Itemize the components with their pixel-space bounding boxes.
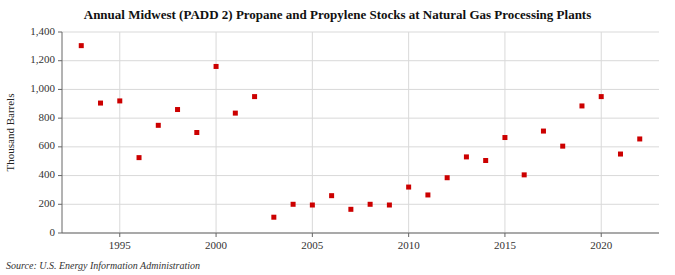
point xyxy=(368,202,373,207)
tick-mark xyxy=(58,175,62,176)
point xyxy=(271,215,276,220)
tick-label: 400 xyxy=(39,168,56,180)
tick-label: 200 xyxy=(39,197,56,209)
tick-mark xyxy=(312,233,313,237)
tick-label: 1995 xyxy=(109,239,132,251)
point xyxy=(445,175,450,180)
tick-label: 800 xyxy=(39,111,56,123)
point xyxy=(117,98,122,103)
point xyxy=(522,172,527,177)
point xyxy=(137,155,142,160)
grid xyxy=(62,32,659,233)
point xyxy=(329,193,334,198)
point xyxy=(233,111,238,116)
point xyxy=(541,129,546,134)
tick-mark xyxy=(601,233,602,237)
point xyxy=(425,192,430,197)
grid-line xyxy=(62,60,659,61)
tick-mark xyxy=(58,204,62,205)
tick-mark xyxy=(119,233,120,237)
point xyxy=(579,103,584,108)
point xyxy=(252,94,257,99)
point xyxy=(175,107,180,112)
point xyxy=(98,101,103,106)
grid-line xyxy=(62,233,659,234)
point xyxy=(502,135,507,140)
points xyxy=(79,43,642,220)
tick-mark xyxy=(58,32,62,33)
y-axis-line xyxy=(62,32,63,233)
tick-label: 1,400 xyxy=(30,25,55,37)
grid-line xyxy=(601,32,602,233)
point xyxy=(406,185,411,190)
point xyxy=(387,203,392,208)
tick-label: 2005 xyxy=(301,239,324,251)
grid-line xyxy=(62,175,659,176)
tick-mark xyxy=(58,118,62,119)
chart-svg: 0 200 400 600 800 1,000 1,200 1,400 1995 2000 2005… xyxy=(0,0,675,275)
grid-line xyxy=(504,32,505,233)
tick-label: 2000 xyxy=(205,239,228,251)
grid-line xyxy=(62,204,659,205)
tick-mark xyxy=(58,146,62,147)
tick-mark xyxy=(58,89,62,90)
point xyxy=(156,123,161,128)
tick-label: 600 xyxy=(39,139,56,151)
grid-line xyxy=(408,32,409,233)
tick-mark xyxy=(216,233,217,237)
point xyxy=(79,43,84,48)
point xyxy=(310,203,315,208)
tick-mark xyxy=(58,60,62,61)
point xyxy=(560,144,565,149)
tick-label: 0 xyxy=(50,226,56,238)
point xyxy=(464,154,469,159)
point xyxy=(348,207,353,212)
point xyxy=(599,94,604,99)
axes: 0 200 400 600 800 1,000 1,200 1,400 1995 2000 2005… xyxy=(30,25,659,251)
grid-line xyxy=(216,32,217,233)
grid-line xyxy=(62,89,659,90)
point xyxy=(637,136,642,141)
point xyxy=(291,202,296,207)
tick-label: 1,200 xyxy=(30,53,55,65)
tick-label: 2015 xyxy=(494,239,517,251)
grid-line xyxy=(62,32,659,33)
chart-container: 0 200 400 600 800 1,000 1,200 1,400 1995 2000 2005… xyxy=(0,0,675,275)
tick-mark xyxy=(504,233,505,237)
x-axis-line xyxy=(62,233,659,234)
tick-mark xyxy=(58,233,62,234)
point xyxy=(618,152,623,157)
tick-mark xyxy=(408,233,409,237)
grid-line xyxy=(119,32,120,233)
tick-label: 1,000 xyxy=(30,82,55,94)
point xyxy=(194,130,199,135)
grid-line xyxy=(62,118,659,119)
chart-title: Annual Midwest (PADD 2) Propane and Prop… xyxy=(84,7,592,22)
point xyxy=(214,64,219,69)
tick-label: 2010 xyxy=(398,239,421,251)
source-note: Source: U.S. Energy Information Administ… xyxy=(6,260,200,271)
grid-line xyxy=(62,146,659,147)
point xyxy=(483,158,488,163)
y-axis-label: Thousand Barrels xyxy=(4,94,16,172)
tick-label: 2020 xyxy=(590,239,613,251)
